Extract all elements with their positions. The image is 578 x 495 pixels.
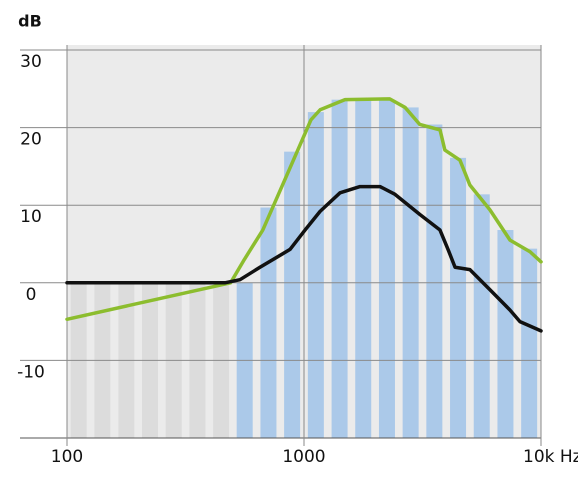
bar — [426, 124, 443, 438]
bar — [378, 99, 395, 438]
y-tick-label: -10 — [17, 362, 45, 382]
line — [65, 184, 543, 333]
bar — [402, 107, 419, 438]
bar — [307, 112, 324, 438]
bar — [260, 207, 277, 438]
bar — [284, 151, 301, 438]
bar — [450, 157, 467, 438]
bar — [473, 194, 490, 438]
bar — [521, 248, 538, 438]
line — [65, 97, 543, 322]
x-tick-label: 100 — [51, 447, 83, 467]
x-tick-label: 1000 — [282, 447, 325, 467]
y-tick-label: 30 — [20, 52, 42, 72]
y-tick-label: 0 — [26, 285, 37, 305]
bar — [355, 99, 372, 438]
bar — [331, 99, 348, 438]
x-tick-label: 10k Hz — [523, 447, 578, 467]
bar — [497, 230, 514, 438]
y-axis-label: dB — [18, 12, 42, 31]
y-tick-label: 10 — [20, 207, 42, 227]
y-tick-label: 20 — [20, 130, 42, 150]
